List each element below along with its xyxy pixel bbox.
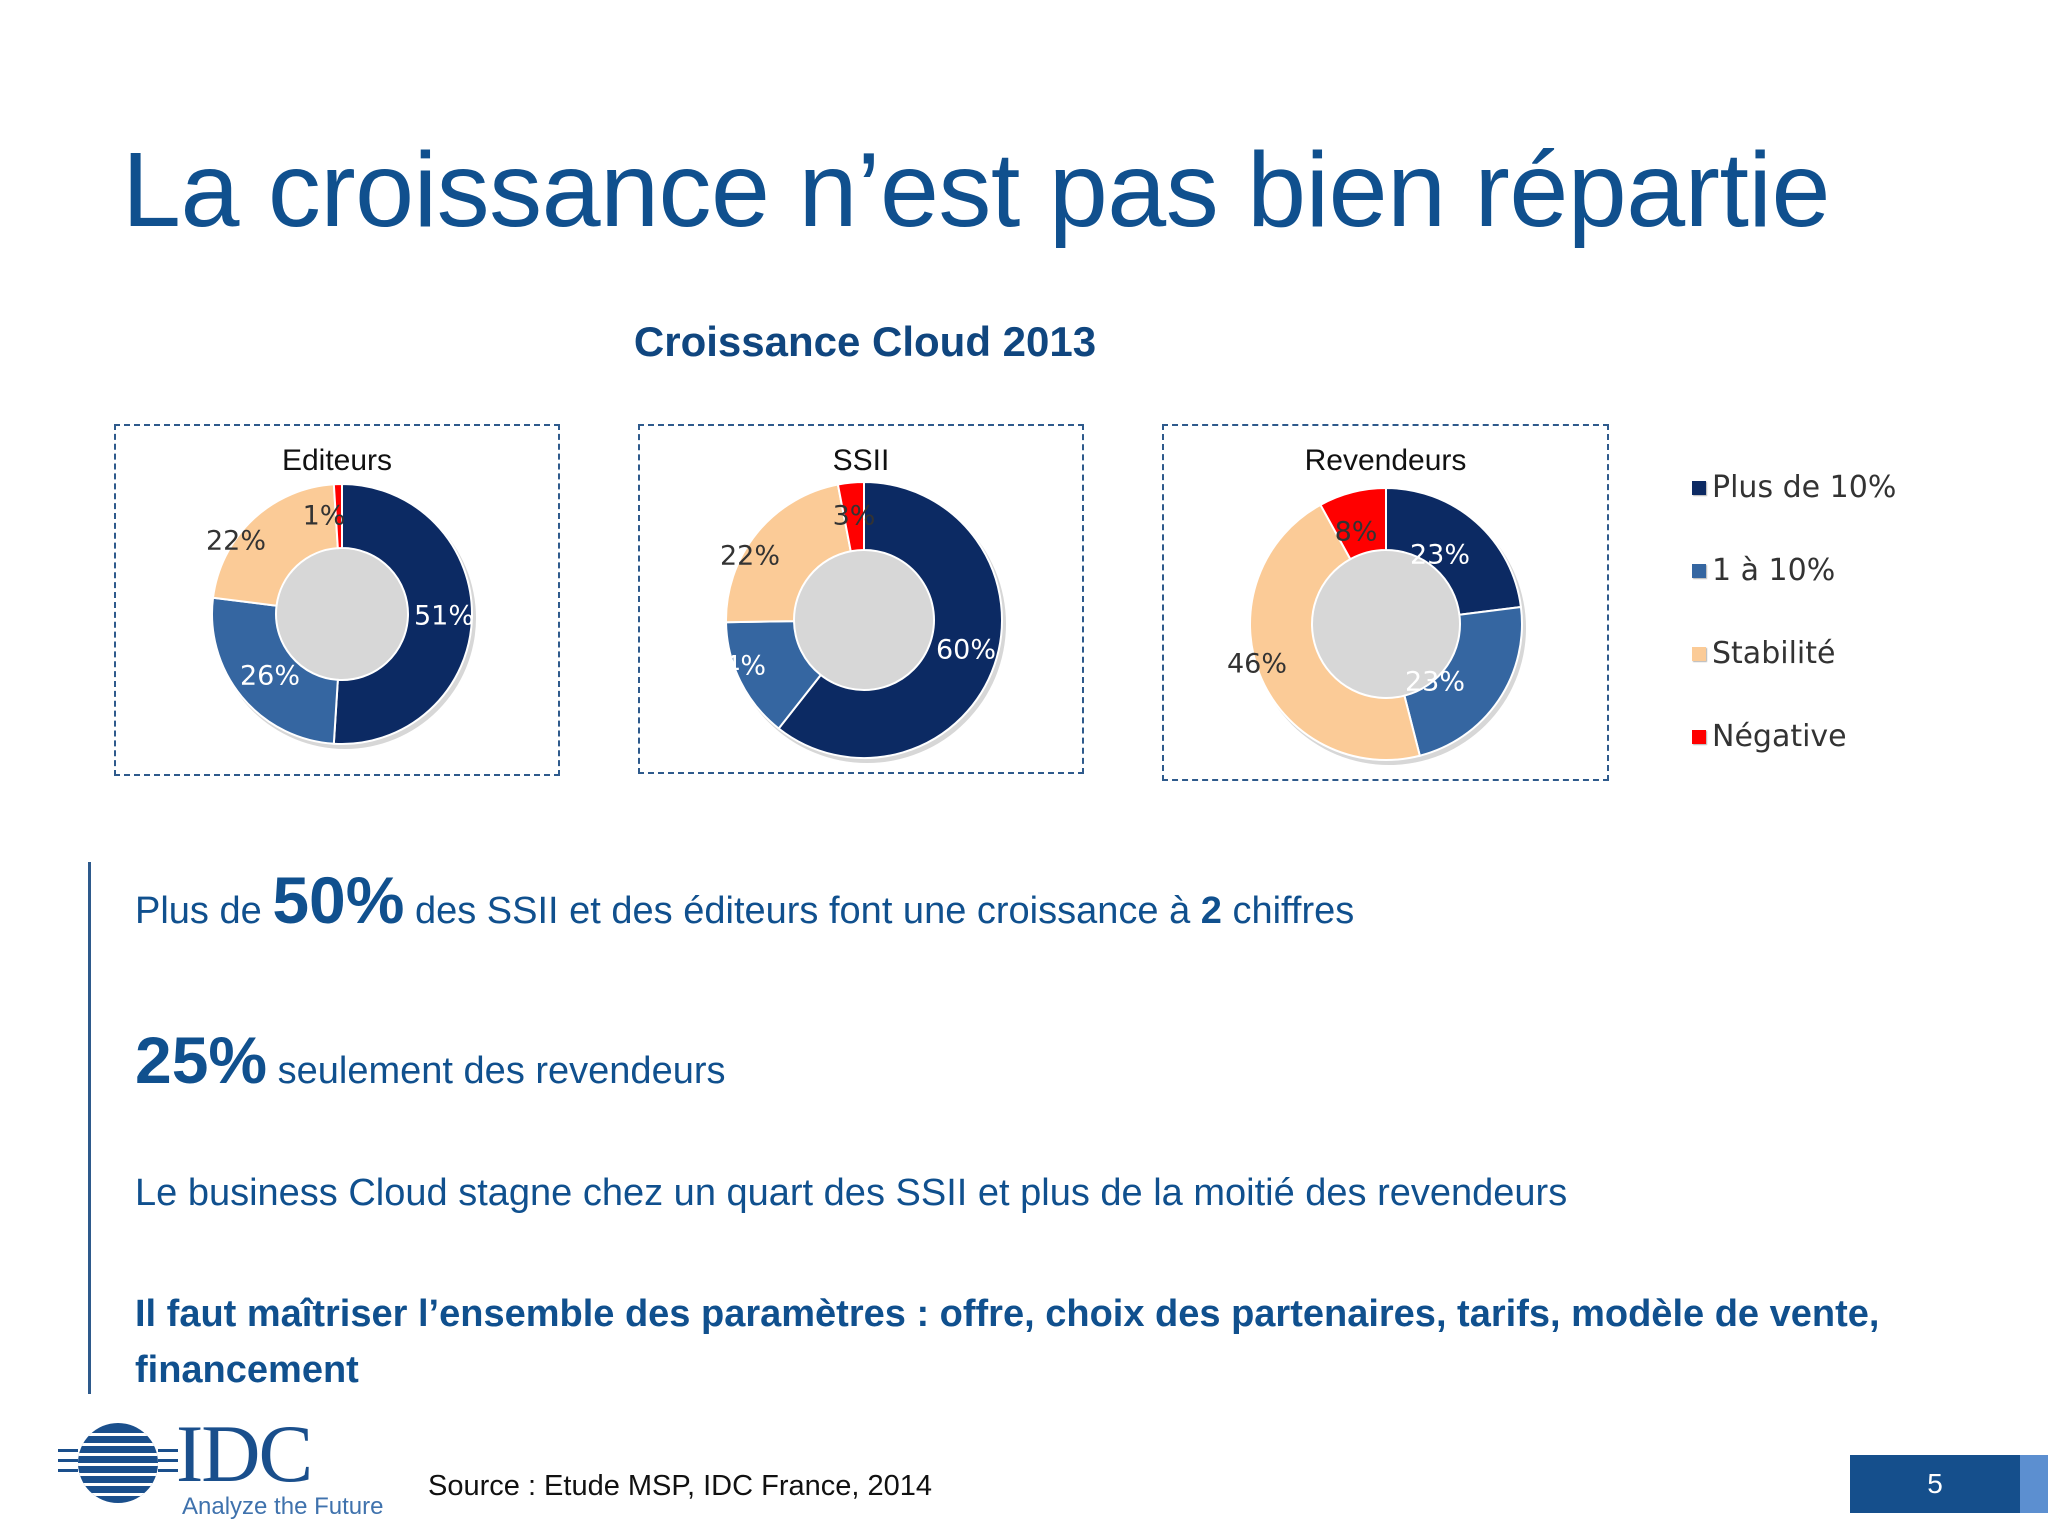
slice-ssii-stabilite (725, 483, 852, 624)
finding-1-bold: 2 (1200, 890, 1222, 932)
logo-name: IDC (176, 1408, 313, 1499)
donut-chart-revendeurs: 23% 23% 46% 8% (1227, 486, 1526, 765)
slice-editeurs-plus10 (332, 482, 473, 745)
chart-box-editeurs: Editeurs 51% 26% 22% 1% (114, 424, 560, 776)
page-number: 5 (1850, 1455, 2020, 1513)
slice-revendeurs-1-10 (1403, 605, 1523, 757)
legend: Plus de 10% 1 à 10% Stabilité Négative (1692, 446, 1896, 778)
finding-1-mid: des SSII et des éditeurs font une croiss… (404, 890, 1201, 932)
legend-item-negative: Négative (1692, 695, 1896, 778)
data-label-revendeurs-plus10: 23% (1410, 540, 1470, 571)
data-label-ssii-plus10: 60% (936, 635, 996, 666)
slice-ssii-negative (836, 480, 865, 553)
legend-item-plus10: Plus de 10% (1692, 446, 1896, 529)
legend-swatch-stabilite (1692, 646, 1706, 661)
donut-chart-editeurs: 51% 26% 22% 1% (206, 482, 476, 749)
slice-ssii-plus10 (777, 480, 1003, 759)
data-label-editeurs-1-10: 26% (240, 661, 300, 692)
page-number-accent (2020, 1455, 2048, 1513)
slice-revendeurs-negative (1319, 486, 1387, 561)
finding-1: Plus de 50% des SSII et des éditeurs fon… (135, 862, 1354, 938)
finding-1-post: chiffres (1221, 890, 1355, 932)
idc-globe-icon (58, 1423, 178, 1503)
data-label-revendeurs-1-10: 23% (1405, 667, 1465, 698)
data-label-editeurs-negative: 1% (303, 501, 346, 532)
data-label-ssii-stabilite: 22% (720, 541, 780, 572)
legend-swatch-negative (1692, 729, 1706, 744)
slice-editeurs-stabilite (211, 483, 339, 607)
donut-chart-ssii: 60% 14% 22% 3% (706, 480, 1006, 763)
legend-label-1-10: 1 à 10% (1712, 553, 1836, 588)
source-note: Source : Etude MSP, IDC France, 2014 (428, 1470, 933, 1502)
data-label-editeurs-stabilite: 22% (206, 526, 266, 557)
slide-title: La croissance n’est pas bien répartie (122, 131, 1830, 249)
finding-2-highlight: 25% (135, 1023, 268, 1097)
finding-2: 25% seulement des revendeurs (135, 1022, 725, 1098)
legend-swatch-1-10 (1692, 563, 1706, 578)
slice-revendeurs-plus10 (1385, 486, 1523, 616)
legend-label-stabilite: Stabilité (1712, 636, 1836, 671)
legend-swatch-plus10 (1692, 480, 1706, 495)
slice-editeurs-negative (332, 482, 343, 550)
idc-logo: IDC Analyze the Future (58, 1408, 388, 1520)
chart-title-ssii: SSII (832, 444, 890, 477)
slice-revendeurs-stabilite (1249, 503, 1422, 761)
slice-editeurs-1-10 (211, 596, 339, 745)
key-findings: Plus de 50% des SSII et des éditeurs fon… (88, 862, 1879, 1394)
legend-label-negative: Négative (1712, 719, 1847, 754)
finding-1-pre: Plus de (135, 890, 273, 932)
legend-label-plus10: Plus de 10% (1712, 470, 1897, 505)
data-label-ssii-negative: 3% (833, 501, 876, 532)
chart-box-ssii: SSII 60% 14% 22% 3% (638, 424, 1084, 774)
data-label-revendeurs-negative: 8% (1335, 517, 1378, 548)
finding-1-highlight: 50% (272, 863, 405, 937)
legend-item-stabilite: Stabilité (1692, 612, 1896, 695)
logo-tagline: Analyze the Future (182, 1493, 384, 1520)
chart-box-revendeurs: Revendeurs 23% 23% 46% 8% (1162, 424, 1609, 781)
chart-title-revendeurs: Revendeurs (1304, 444, 1467, 477)
data-label-ssii-1-10: 14% (706, 651, 766, 682)
finding-4: Il faut maîtriser l’ensemble des paramèt… (135, 1293, 1880, 1391)
finding-3: Le business Cloud stagne chez un quart d… (135, 1172, 1568, 1214)
legend-item-1-10: 1 à 10% (1692, 529, 1896, 612)
data-label-revendeurs-stabilite: 46% (1227, 649, 1287, 680)
chart-heading: Croissance Cloud 2013 (633, 318, 1097, 365)
data-label-editeurs-plus10: 51% (414, 601, 474, 632)
chart-title-editeurs: Editeurs (281, 444, 393, 477)
finding-2-post: seulement des revendeurs (267, 1050, 726, 1092)
